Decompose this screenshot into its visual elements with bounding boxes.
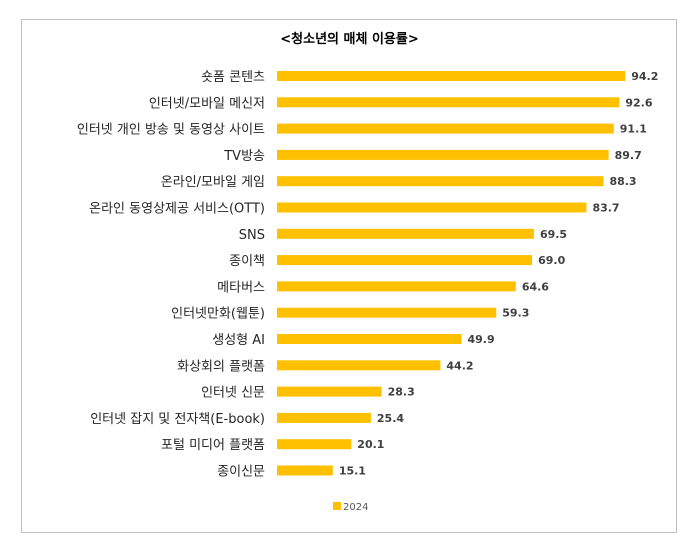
bar [277, 202, 587, 213]
bar [277, 281, 516, 292]
value-label: 25.4 [377, 412, 404, 425]
bar [277, 334, 462, 344]
value-label: 64.6 [522, 280, 549, 293]
category-label: 포털 미디어 플랫폼 [161, 438, 265, 453]
bar [277, 149, 609, 160]
category-label: 인터넷 신문 [201, 386, 265, 401]
category-label: 종이신문 [217, 465, 265, 480]
category-label: 인터넷만화(웹툰) [171, 307, 265, 322]
category-label: 종이책 [229, 254, 265, 269]
value-label: 89.7 [615, 149, 642, 162]
bar [277, 228, 534, 239]
value-label: 88.3 [609, 175, 636, 188]
bar [277, 97, 620, 108]
value-label: 92.6 [625, 96, 652, 109]
bar [277, 360, 441, 371]
value-label: 69.0 [538, 254, 565, 267]
category-label: 메타버스 [217, 280, 265, 295]
bar [277, 255, 533, 266]
value-label: 59.3 [502, 307, 529, 320]
category-label: TV방송 [223, 149, 265, 164]
bar [277, 307, 497, 318]
bar [277, 386, 382, 397]
category-label: 인터넷 잡지 및 전자책(E-book) [90, 412, 265, 427]
value-label: 94.2 [631, 70, 658, 83]
bar [277, 176, 604, 187]
category-label: 인터넷 개인 방송 및 동영상 사이트 [77, 123, 265, 138]
category-label: 화상회의 플랫폼 [177, 359, 265, 374]
value-label: 28.3 [388, 386, 415, 399]
category-label: 숏폼 콘텐츠 [201, 70, 265, 85]
value-label: 20.1 [357, 438, 384, 451]
value-label: 83.7 [592, 202, 619, 215]
category-label: 인터넷/모바일 메신저 [149, 96, 265, 111]
category-label: 생성형 AI [212, 333, 265, 348]
category-label: 온라인 동영상제공 서비스(OTT) [89, 202, 265, 217]
value-label: 91.1 [620, 123, 647, 136]
chart-title: <청소년의 매체 이용률> [280, 32, 419, 47]
value-label: 49.9 [467, 333, 494, 346]
bar [277, 439, 352, 450]
category-label: SNS [239, 228, 265, 243]
bar [277, 123, 614, 134]
value-label: 15.1 [339, 465, 366, 478]
value-label: 69.5 [540, 228, 567, 241]
category-label: 온라인/모바일 게임 [161, 175, 265, 190]
value-label: 44.2 [446, 359, 473, 372]
legend-swatch [333, 502, 341, 510]
bar [277, 465, 333, 476]
legend-label: 2024 [343, 502, 368, 513]
bar [277, 412, 371, 423]
bar [277, 71, 626, 81]
